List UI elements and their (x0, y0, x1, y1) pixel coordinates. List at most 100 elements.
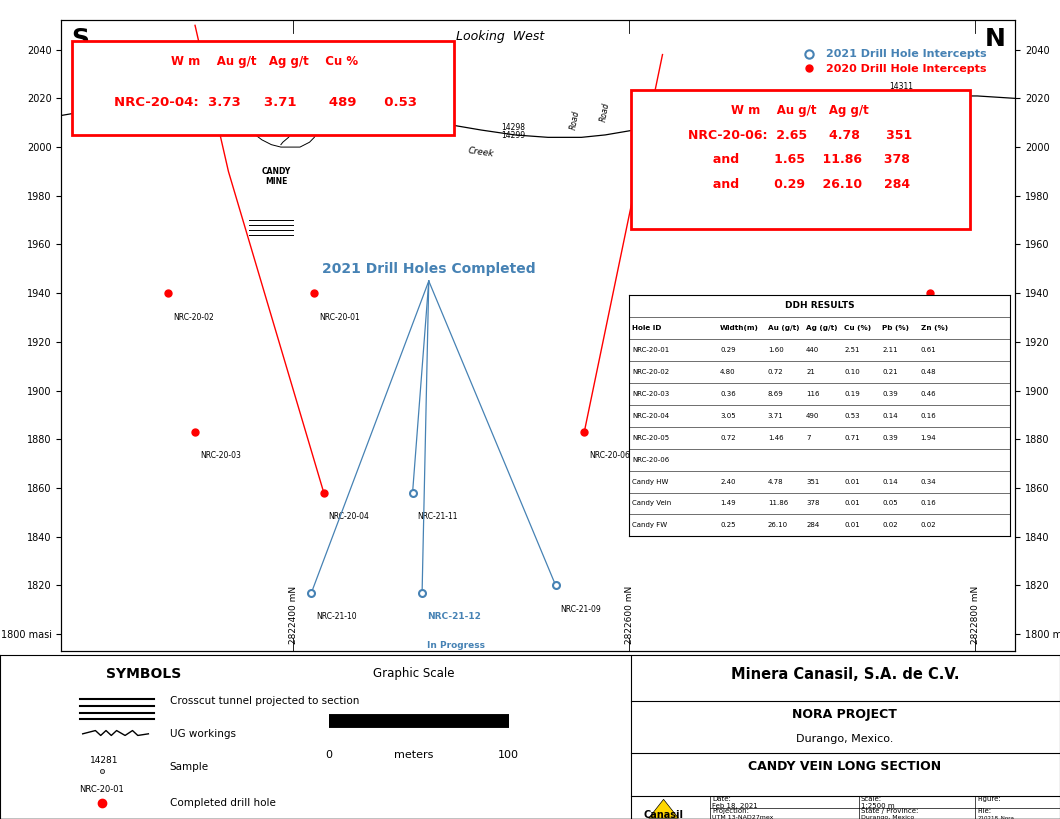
Text: 0.01: 0.01 (844, 523, 860, 528)
Text: S: S (71, 27, 89, 51)
Text: NRC-20-03: NRC-20-03 (633, 391, 670, 396)
Text: Cu (%): Cu (%) (844, 325, 871, 331)
Text: Creek: Creek (467, 146, 495, 158)
Text: 11.86: 11.86 (767, 500, 789, 506)
Text: Zn (%): Zn (%) (920, 325, 948, 331)
Text: meters: meters (393, 750, 434, 760)
Text: Ag (g/t): Ag (g/t) (806, 325, 837, 331)
Text: Minera Canasil, S.A. de C.V.: Minera Canasil, S.A. de C.V. (730, 667, 959, 681)
Text: Durango, Mexico.: Durango, Mexico. (796, 734, 894, 744)
Text: 0: 0 (325, 750, 332, 760)
Text: Au (g/t): Au (g/t) (767, 325, 799, 331)
Text: 2021 Drill Holes Completed: 2021 Drill Holes Completed (322, 262, 535, 276)
Text: 4.80: 4.80 (720, 369, 736, 375)
Text: 0.16: 0.16 (920, 500, 936, 506)
Text: 1.94: 1.94 (920, 435, 936, 441)
Text: NRC-21-09: NRC-21-09 (561, 605, 601, 614)
Text: In Progress: In Progress (427, 641, 484, 650)
Text: Projection:: Projection: (712, 808, 749, 814)
Text: 1.60: 1.60 (767, 346, 783, 353)
Text: Crosscut tunnel projected to section: Crosscut tunnel projected to section (170, 696, 359, 706)
Text: 21: 21 (806, 369, 815, 375)
Text: UTM 13-NAD27mex: UTM 13-NAD27mex (712, 815, 774, 819)
Text: NRC-20-05: NRC-20-05 (633, 435, 670, 441)
Text: N: N (985, 27, 1006, 51)
Text: Pb (%): Pb (%) (882, 325, 909, 331)
Text: 0.01: 0.01 (844, 500, 860, 506)
Text: 0.25: 0.25 (720, 523, 736, 528)
Text: 0.01: 0.01 (844, 478, 860, 485)
Text: NRC-20-03: NRC-20-03 (200, 451, 241, 460)
Text: NRC-20-01: NRC-20-01 (319, 313, 359, 322)
Text: 0.72: 0.72 (720, 435, 736, 441)
Text: 0.36: 0.36 (720, 391, 736, 396)
Text: NRC-20-02: NRC-20-02 (633, 369, 670, 375)
Text: and        1.65    11.86     378: and 1.65 11.86 378 (691, 153, 909, 166)
Text: Completed drill hole: Completed drill hole (170, 798, 276, 808)
Text: 0.48: 0.48 (920, 369, 936, 375)
Text: 0.16: 0.16 (920, 413, 936, 419)
Text: Figure:: Figure: (977, 796, 1001, 803)
Text: 284: 284 (806, 523, 819, 528)
Text: 1.49: 1.49 (720, 500, 736, 506)
Text: NRC-20-06: NRC-20-06 (589, 451, 630, 460)
Text: State / Province:: State / Province: (861, 808, 918, 814)
Text: CANDY
MINE: CANDY MINE (262, 166, 290, 186)
Text: Feb 18, 2021: Feb 18, 2021 (712, 803, 758, 809)
Text: Sample: Sample (170, 762, 209, 771)
Text: 14298: 14298 (501, 124, 526, 133)
Text: NRC-21-10: NRC-21-10 (316, 612, 357, 621)
Text: 14281: 14281 (145, 99, 169, 108)
Legend: 2021 Drill Hole Intercepts, 2020 Drill Hole Intercepts: 2021 Drill Hole Intercepts, 2020 Drill H… (794, 45, 991, 79)
Text: 351: 351 (806, 478, 819, 485)
Text: 0.19: 0.19 (844, 391, 860, 396)
Text: 1.46: 1.46 (767, 435, 783, 441)
Text: W m    Au g/t   Ag g/t    Cu %: W m Au g/t Ag g/t Cu % (172, 55, 358, 68)
Text: NRC-20-06: NRC-20-06 (633, 456, 670, 463)
Text: 440: 440 (806, 346, 819, 353)
Text: 0.61: 0.61 (920, 346, 936, 353)
Text: 14268: 14268 (289, 114, 314, 123)
Text: Hole ID: Hole ID (633, 325, 661, 331)
Text: 0.14: 0.14 (882, 413, 898, 419)
Text: 0.34: 0.34 (920, 478, 936, 485)
Text: Road: Road (599, 102, 612, 123)
Text: 378: 378 (806, 500, 819, 506)
Text: 14311: 14311 (889, 82, 913, 91)
Text: 0.53: 0.53 (844, 413, 860, 419)
Text: Candy Vein: Candy Vein (633, 500, 672, 506)
Text: 2.40: 2.40 (720, 478, 736, 485)
Text: and        0.29    26.10     284: and 0.29 26.10 284 (691, 178, 909, 191)
Text: Road: Road (568, 110, 581, 130)
Text: UG workings: UG workings (170, 729, 235, 739)
Text: Canasil: Canasil (643, 810, 684, 819)
Text: 2.51: 2.51 (844, 346, 860, 353)
Text: File:: File: (977, 808, 991, 814)
Text: NRC-21-12: NRC-21-12 (427, 612, 481, 621)
Text: SYMBOLS: SYMBOLS (106, 667, 181, 681)
Text: Scale:: Scale: (861, 796, 882, 803)
Text: 1:2500 m: 1:2500 m (861, 803, 895, 809)
Text: NRC-20-04:  3.73     3.71       489      0.53: NRC-20-04: 3.73 3.71 489 0.53 (113, 96, 417, 109)
Text: Graphic Scale: Graphic Scale (373, 667, 454, 680)
Text: Candy HW: Candy HW (633, 478, 669, 485)
Text: 2822600 mN: 2822600 mN (624, 586, 634, 644)
Text: 14278: 14278 (145, 92, 169, 101)
Text: NORA PROJECT: NORA PROJECT (793, 708, 897, 721)
Text: 0.72: 0.72 (767, 369, 783, 375)
Text: 0.39: 0.39 (882, 435, 898, 441)
Text: 14299: 14299 (501, 131, 526, 140)
Text: 0.02: 0.02 (882, 523, 898, 528)
Text: 14281: 14281 (90, 756, 119, 764)
Text: 116: 116 (806, 391, 819, 396)
Text: NRC-20-02: NRC-20-02 (173, 313, 214, 322)
Text: Width(m): Width(m) (720, 325, 759, 331)
Text: 0.02: 0.02 (920, 523, 936, 528)
Text: 210218_Nora_
CandyVein long sect: 210218_Nora_ CandyVein long sect (977, 815, 1034, 819)
Text: 14287: 14287 (283, 106, 307, 115)
Text: 3.05: 3.05 (720, 413, 736, 419)
Text: 3.71: 3.71 (767, 413, 783, 419)
Text: NRC-20-01: NRC-20-01 (633, 346, 670, 353)
Text: 7: 7 (806, 435, 811, 441)
Text: 2822800 mN: 2822800 mN (971, 586, 979, 644)
